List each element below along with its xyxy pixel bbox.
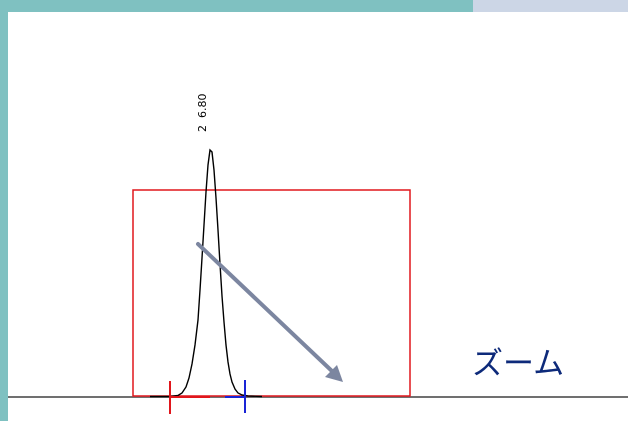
peak-end-marker bbox=[225, 380, 246, 413]
slide-top-bar-accent bbox=[473, 0, 628, 12]
zoom-selection-rect[interactable] bbox=[132, 189, 411, 397]
peak-start-marker bbox=[169, 381, 210, 414]
slide-left-border bbox=[0, 0, 8, 421]
peak-label: 2 6.80 bbox=[196, 94, 209, 133]
zoom-caption: ズーム bbox=[472, 346, 565, 382]
chromatogram-canvas[interactable] bbox=[8, 12, 628, 421]
peak-retention-time: 6.80 bbox=[196, 93, 209, 119]
peak-trace bbox=[150, 148, 263, 398]
slide-top-bar bbox=[0, 0, 473, 12]
peak-number: 2 bbox=[196, 125, 209, 132]
zoom-drag-arrow bbox=[196, 242, 343, 382]
